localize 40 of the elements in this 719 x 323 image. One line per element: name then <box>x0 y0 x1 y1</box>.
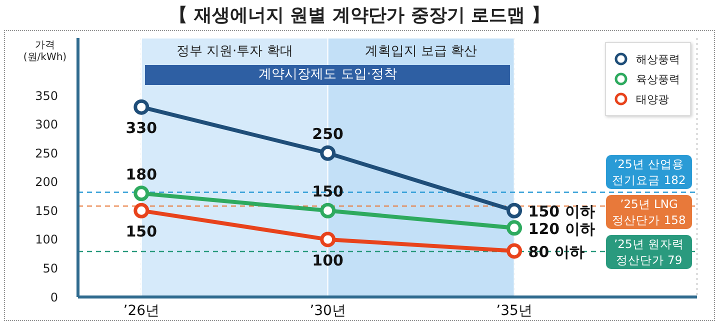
legend-label: 육상풍력 <box>636 72 680 86</box>
data-label: 330 <box>126 119 158 138</box>
data-label: 150 <box>312 182 344 201</box>
y-axis-title: 가격 (원/kWh) <box>22 40 68 64</box>
x-tick-label: ’35년 <box>496 302 532 319</box>
y-tick-label: 350 <box>35 88 58 103</box>
legend-label: 해상풍력 <box>636 52 680 66</box>
legend-label: 태양광 <box>636 92 669 106</box>
point <box>506 243 522 259</box>
point <box>134 99 150 115</box>
data-label: 100 <box>312 251 344 270</box>
x-tick-label: ’30년 <box>310 302 346 319</box>
chart-title: 【 재생에너지 원별 계약단가 중장기 로드맵 】 <box>168 4 550 27</box>
point <box>506 202 522 218</box>
data-label: 250 <box>312 125 344 144</box>
ref-line-label: ’25년 산업용 전기요금 182 <box>606 155 692 190</box>
y-tick-label: 250 <box>35 146 58 160</box>
data-label: 180 <box>126 165 158 184</box>
data-label: 120 이하 <box>528 220 595 238</box>
ref-line-label: ’25년 원자력 정산단가 79 <box>606 235 692 270</box>
data-label: 150 <box>126 222 158 241</box>
point <box>134 202 150 218</box>
y-tick-label: 200 <box>35 175 58 190</box>
point <box>320 202 336 218</box>
y-tick-label: 50 <box>42 261 58 276</box>
band-label: 계획입지 보급 확산 <box>364 44 478 60</box>
x-tick-label: ’26년 <box>123 302 160 319</box>
point <box>134 186 150 202</box>
y-tick-label: 150 <box>35 204 58 218</box>
ref-line-label: ’25년 LNG 정산단가 158 <box>606 195 692 230</box>
point <box>320 232 336 248</box>
data-label: 80 이하 <box>528 242 584 261</box>
y-tick-label: 100 <box>35 232 58 247</box>
data-label: 150 이하 <box>528 202 595 221</box>
band-label: 계약시장제도 도입·정착 <box>145 65 510 85</box>
point <box>320 145 336 161</box>
y-tick-label: 300 <box>35 118 58 132</box>
point <box>506 220 522 236</box>
band-label: 정부 지원·투자 확대 <box>176 44 293 60</box>
y-tick-label: 0 <box>50 290 58 304</box>
